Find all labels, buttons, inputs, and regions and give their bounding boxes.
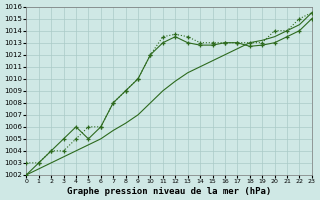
X-axis label: Graphe pression niveau de la mer (hPa): Graphe pression niveau de la mer (hPa) (67, 187, 271, 196)
